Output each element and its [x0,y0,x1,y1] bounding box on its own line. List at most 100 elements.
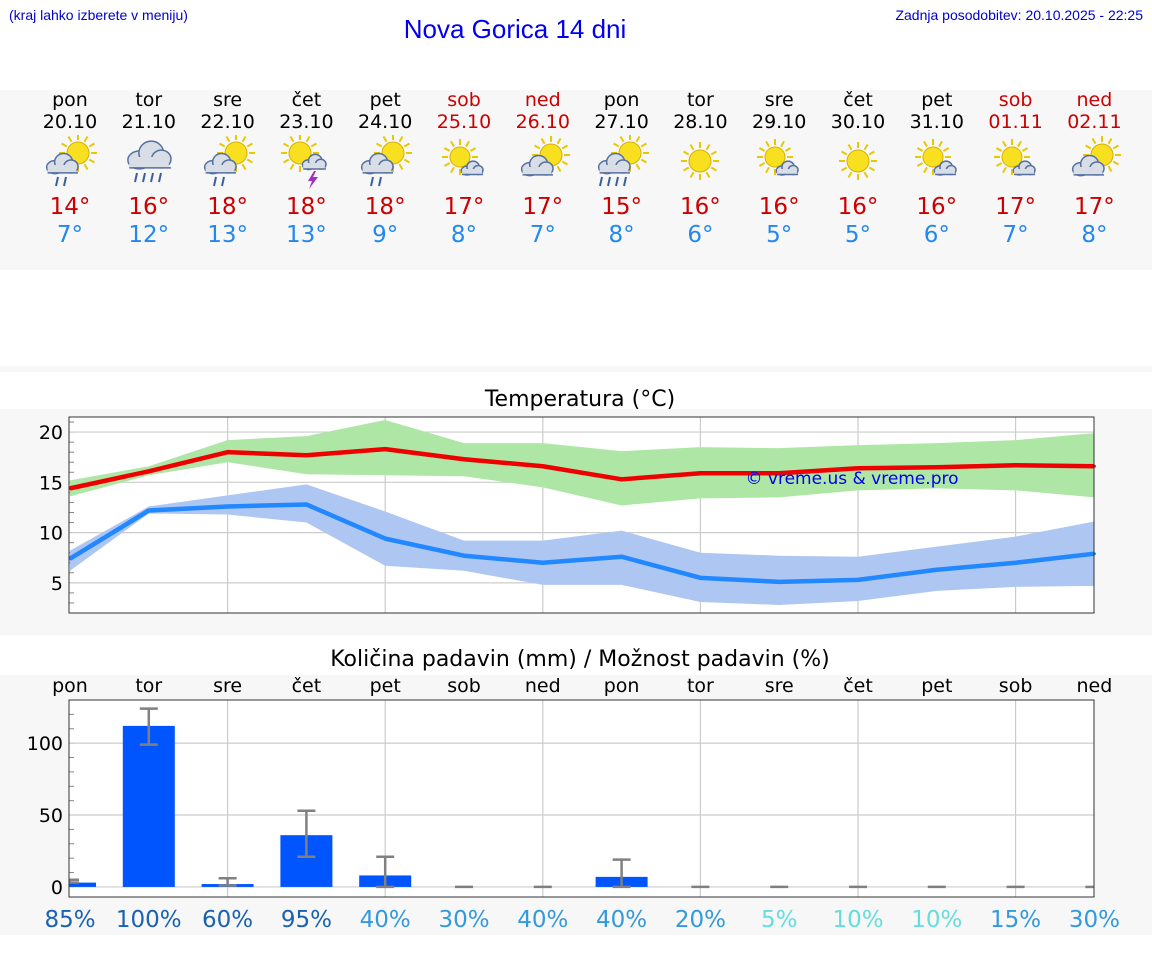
category-label: čet [292,675,322,697]
sun-icon [670,135,730,191]
day-date: 24.10 [357,111,413,133]
category-label: ned [525,675,561,697]
day-column: tor 28.10 16° 6° [660,89,740,249]
min-temperature: 9° [372,222,399,248]
day-name: tor [686,89,714,111]
max-temperature: 17° [443,194,485,220]
day-column: pon 20.10 14° 7° [30,89,110,249]
precipitation-probability-label: 60% [202,907,253,933]
max-temperature: 15° [601,194,642,220]
precipitation-probability-label: 30% [1069,907,1120,933]
y-tick-label: 15 [39,472,63,494]
temperature-chart-title: Temperatura (°C) [484,387,676,412]
min-temperature-line [68,502,1095,585]
max-temperature-point [147,469,151,473]
min-temperature-point [698,576,702,580]
day-date: 30.10 [830,111,886,133]
plot-area [69,700,1094,897]
min-temperature: 8° [450,222,478,248]
day-column: pet 24.10 18° 9° [345,89,425,249]
precipitation-probability-label: 15% [990,907,1041,933]
precipitation-probability-label: 5% [761,907,798,933]
day-name: ned [1076,89,1113,111]
min-temperature: 13° [286,222,327,248]
day-date: 25.10 [436,111,492,133]
y-tick-label: 100 [27,733,63,755]
day-column: čet 30.10 16° 5° [818,89,898,249]
max-temperature: 17° [995,194,1036,220]
min-temperature-point [935,568,939,572]
precipitation-probability-label: 10% [911,907,962,933]
min-temperature: 7° [529,222,556,248]
day-column: pet 31.10 16° 6° [897,89,977,249]
sun-cloud-rain-icon [198,134,258,191]
max-temperature: 17° [1074,194,1115,220]
y-tick-label: 0 [51,877,63,899]
watermark: © vreme.us & vreme.pro [745,469,958,489]
max-temperature-point [304,453,308,457]
min-temperature-point [226,504,230,508]
sun-cloud-rain-icon [40,134,100,191]
max-temperature: 16° [758,194,800,220]
max-temperature: 16° [837,194,879,220]
category-label: sre [213,675,242,697]
min-temperature-point [1014,561,1018,565]
day-name: sre [764,89,794,111]
cloud-heavy-rain-icon [119,135,179,191]
day-date: 27.10 [594,111,649,133]
max-temperature: 18° [286,194,327,220]
precipitation-probability-label: 85% [44,907,95,933]
precipitation-probability-label: 40% [517,907,568,933]
last-update-label: Zadnja posodobitev: 20.10.2025 - 22:25 [895,7,1143,23]
min-temperature: 5° [766,222,793,248]
day-column: ned 26.10 17° 7° [503,89,583,249]
y-tick-label: 50 [39,805,63,827]
max-temperature-point [935,465,939,469]
max-temperature-point [856,466,860,470]
page-title: Nova Gorica 14 dni [403,14,627,44]
day-name: sre [213,89,243,111]
day-name: čet [843,89,873,111]
day-name: ned [524,89,561,111]
sun-thunderstorm-icon [276,134,336,191]
max-temperature-point [226,450,230,454]
sun-cloud-heavy-rain-icon [592,134,652,191]
category-label: pon [604,675,640,697]
y-tick-label: 20 [39,422,63,444]
category-label: pet [370,675,401,697]
max-temperature-point [620,477,624,481]
max-temperature-line [69,446,1095,491]
day-column: sre 29.10 16° 5° [739,89,819,249]
min-temperature: 12° [128,222,170,248]
day-column: čet 23.10 18° 13° [266,89,346,249]
min-temperature: 6° [687,222,714,248]
day-date: 23.10 [279,111,334,133]
day-name: sob [998,89,1033,111]
day-date: 29.10 [751,111,807,133]
precipitation-probability-label: 40% [360,907,411,933]
day-date: 02.11 [1067,111,1122,133]
day-date: 01.11 [988,111,1043,133]
category-label: tor [135,675,162,697]
max-temperature-range-band [70,420,1095,506]
y-tick-label: 10 [39,523,63,545]
day-date: 21.10 [121,111,176,133]
day-column: pon 27.10 15° 8° [582,89,662,249]
sun-cloud-rain-icon [355,134,415,191]
plot-frame [68,699,1095,898]
precipitation-probability-label: 100% [116,907,182,933]
category-label: ned [1077,675,1113,697]
sun-small-cloud-icon [434,135,494,191]
min-temperature-point [304,502,308,506]
temperature-chart: 5 10 15 20 © vreme.us & vreme.pro [39,416,1096,614]
min-temperature-point [620,555,624,559]
location-menu-hint: (kraj lahko izberete v meniju) [9,7,188,23]
min-temperature: 8° [608,222,635,248]
min-temperature: 5° [844,222,872,248]
max-temperature: 16° [916,194,958,220]
category-label: sob [447,675,481,697]
day-name: pet [369,89,401,111]
min-temperature-point [541,561,545,565]
max-temperature-point [383,447,387,451]
max-temperature-point [1014,463,1018,467]
